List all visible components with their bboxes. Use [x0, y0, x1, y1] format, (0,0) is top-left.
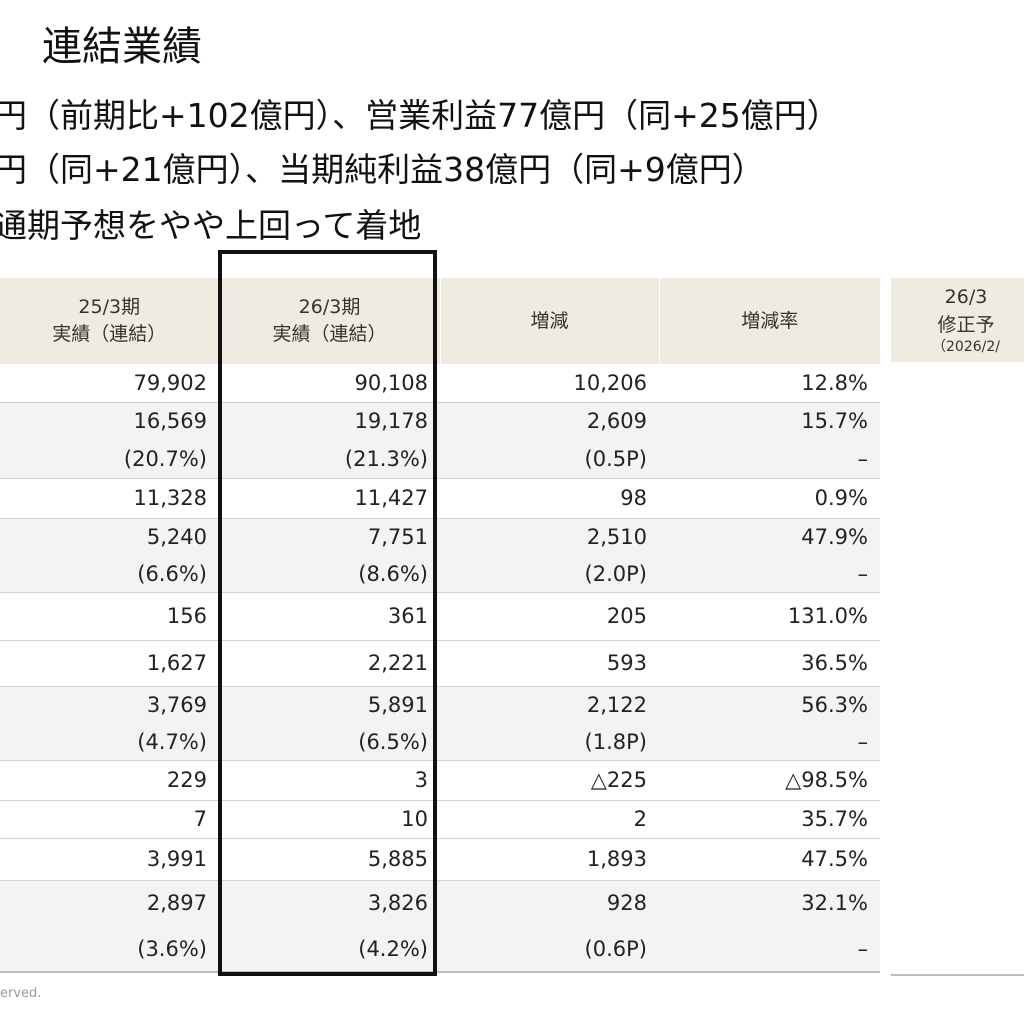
slide-title: 連結業績 — [42, 24, 202, 70]
header-change-label: 増減 — [530, 309, 569, 332]
cell-prev: 11,328 — [0, 478, 219, 519]
cell-rate: 131.0% — [659, 592, 880, 641]
cell-prev: 7 — [0, 800, 219, 839]
cell-prev: 16,569 — [0, 402, 219, 440]
cell-change: (0.5P) — [440, 440, 659, 479]
header-change-rate: 増減率 — [658, 278, 880, 364]
forecast-column-header: 26/3 修正予 （2026/2/ — [891, 278, 1024, 362]
cell-change: 2,122 — [440, 686, 659, 724]
cell-rate: 36.5% — [659, 640, 880, 687]
cell-prev: (4.7%) — [0, 724, 219, 761]
table-row: 156 361 205 131.0% — [0, 592, 880, 641]
header-change: 増減 — [439, 278, 659, 364]
table-row: (4.7%) (6.5%) (1.8P) – — [0, 724, 880, 761]
table-row: 16,569 19,178 2,609 15.7% — [0, 402, 880, 440]
cell-current: 10 — [219, 800, 440, 839]
cell-current: (6.5%) — [219, 724, 440, 761]
cell-rate: 32.1% — [659, 880, 880, 926]
table-row: (3.6%) (4.2%) (0.6P) – — [0, 926, 880, 973]
cell-current: 3 — [219, 760, 440, 801]
results-table: 25/3期 実績（連結） 26/3期 実績（連結） 増減 増減率 79,902 … — [0, 278, 880, 973]
table-row: (20.7%) (21.3%) (0.5P) – — [0, 440, 880, 479]
cell-prev: 2,897 — [0, 880, 219, 926]
cell-current: 5,891 — [219, 686, 440, 724]
cell-change: (2.0P) — [440, 556, 659, 593]
copyright-text: erved. — [0, 986, 42, 1001]
cell-prev: 229 — [0, 760, 219, 801]
cell-prev: (3.6%) — [0, 926, 219, 973]
header-current-year-period: 26/3期 — [298, 296, 361, 318]
cell-prev: 5,240 — [0, 518, 219, 556]
cell-change: 205 — [440, 592, 659, 641]
cell-change: 10,206 — [440, 364, 659, 403]
summary-line-1: 円（前期比+102億円）、営業利益77億円（同+25億円） — [0, 96, 840, 135]
table-row: 7 10 2 35.7% — [0, 800, 880, 839]
cell-prev: 3,991 — [0, 838, 219, 881]
cell-current: (4.2%) — [219, 926, 440, 973]
forecast-header-period: 26/3 — [944, 286, 988, 308]
cell-rate: 35.7% — [659, 800, 880, 839]
cell-rate: – — [659, 556, 880, 593]
cell-prev: (20.7%) — [0, 440, 219, 479]
cell-rate: – — [659, 926, 880, 973]
cell-rate: 0.9% — [659, 478, 880, 519]
cell-rate: 47.9% — [659, 518, 880, 556]
cell-change: 2 — [440, 800, 659, 839]
cell-prev: 1,627 — [0, 640, 219, 687]
cell-current: (21.3%) — [219, 440, 440, 479]
cell-change: △225 — [440, 760, 659, 801]
cell-current: (8.6%) — [219, 556, 440, 593]
cell-rate: 56.3% — [659, 686, 880, 724]
cell-change: 1,893 — [440, 838, 659, 881]
cell-current: 2,221 — [219, 640, 440, 687]
cell-change: 2,609 — [440, 402, 659, 440]
cell-change: (1.8P) — [440, 724, 659, 761]
table-row: 2,897 3,826 928 32.1% — [0, 880, 880, 926]
table-row: 3,769 5,891 2,122 56.3% — [0, 686, 880, 724]
forecast-header-date: （2026/2/ — [932, 339, 1000, 355]
header-current-year-type: 実績（連結） — [272, 323, 387, 345]
header-prev-year-type: 実績（連結） — [52, 323, 167, 345]
cell-change: 928 — [440, 880, 659, 926]
cell-prev: 3,769 — [0, 686, 219, 724]
table-row: (6.6%) (8.6%) (2.0P) – — [0, 556, 880, 593]
table-row: 5,240 7,751 2,510 47.9% — [0, 518, 880, 556]
summary-line-2: 円（同+21億円）、当期純利益38億円（同+9億円） — [0, 150, 765, 189]
cell-current: 7,751 — [219, 518, 440, 556]
cell-rate: 15.7% — [659, 402, 880, 440]
cell-change: 98 — [440, 478, 659, 519]
header-change-rate-label: 増減率 — [741, 309, 799, 332]
table-row: 79,902 90,108 10,206 12.8% — [0, 364, 880, 403]
header-prev-year: 25/3期 実績（連結） — [0, 278, 219, 364]
cell-change: (0.6P) — [440, 926, 659, 973]
table-row: 229 3 △225 △98.5% — [0, 760, 880, 801]
cell-current: 19,178 — [219, 402, 440, 440]
cell-rate: △98.5% — [659, 760, 880, 801]
table-row: 11,328 11,427 98 0.9% — [0, 478, 880, 519]
cell-current: 361 — [219, 592, 440, 641]
cell-change: 2,510 — [440, 518, 659, 556]
cell-prev: (6.6%) — [0, 556, 219, 593]
cell-rate: – — [659, 440, 880, 479]
forecast-header-type: 修正予 — [937, 314, 995, 336]
cell-current: 90,108 — [219, 364, 440, 403]
cell-current: 5,885 — [219, 838, 440, 881]
cell-current: 3,826 — [219, 880, 440, 926]
cell-current: 11,427 — [219, 478, 440, 519]
cell-change: 593 — [440, 640, 659, 687]
cell-rate: 12.8% — [659, 364, 880, 403]
header-current-year: 26/3期 実績（連結） — [218, 278, 440, 364]
table-row: 1,627 2,221 593 36.5% — [0, 640, 880, 687]
forecast-column-bottom-rule — [891, 974, 1024, 976]
cell-rate: – — [659, 724, 880, 761]
cell-prev: 156 — [0, 592, 219, 641]
table-row: 3,991 5,885 1,893 47.5% — [0, 838, 880, 881]
summary-line-3: 通期予想をやや上回って着地 — [0, 206, 422, 245]
header-prev-year-period: 25/3期 — [78, 296, 141, 318]
table-header-row: 25/3期 実績（連結） 26/3期 実績（連結） 増減 増減率 — [0, 278, 880, 364]
cell-rate: 47.5% — [659, 838, 880, 881]
cell-prev: 79,902 — [0, 364, 219, 403]
